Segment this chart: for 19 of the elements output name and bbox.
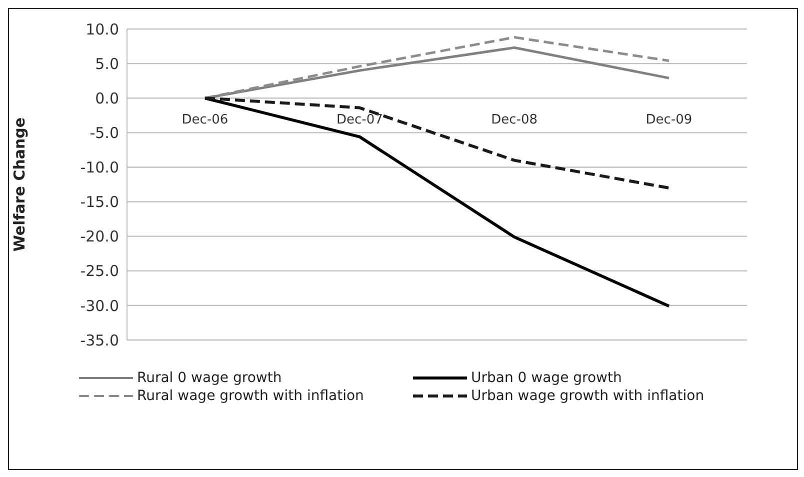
legend-label: Urban 0 wage growth <box>471 370 622 386</box>
y-tick-label: -10.0 <box>80 158 119 177</box>
y-tick-label: 0.0 <box>95 89 119 108</box>
legend-label: Rural wage growth with inflation <box>137 388 364 404</box>
legend-label: Rural 0 wage growth <box>137 370 282 386</box>
legend-label: Urban wage growth with inflation <box>471 388 704 404</box>
y-axis-title: Welfare Change <box>10 117 28 252</box>
y-tick-label: -20.0 <box>80 228 119 246</box>
x-tick-label: Dec-06 <box>182 112 228 128</box>
y-tick-label: -25.0 <box>80 262 119 280</box>
y-tick-label: 10.0 <box>86 20 119 38</box>
y-tick-label: -15.0 <box>80 193 119 212</box>
y-tick-label: -5.0 <box>90 124 119 142</box>
x-tick-label: Dec-08 <box>491 112 538 128</box>
y-tick-label: -35.0 <box>80 331 119 350</box>
x-tick-label: Dec-09 <box>646 112 692 128</box>
x-tick-label: Dec-07 <box>336 112 383 128</box>
y-tick-label: 5.0 <box>95 54 119 73</box>
y-tick-label: -30.0 <box>80 296 119 315</box>
